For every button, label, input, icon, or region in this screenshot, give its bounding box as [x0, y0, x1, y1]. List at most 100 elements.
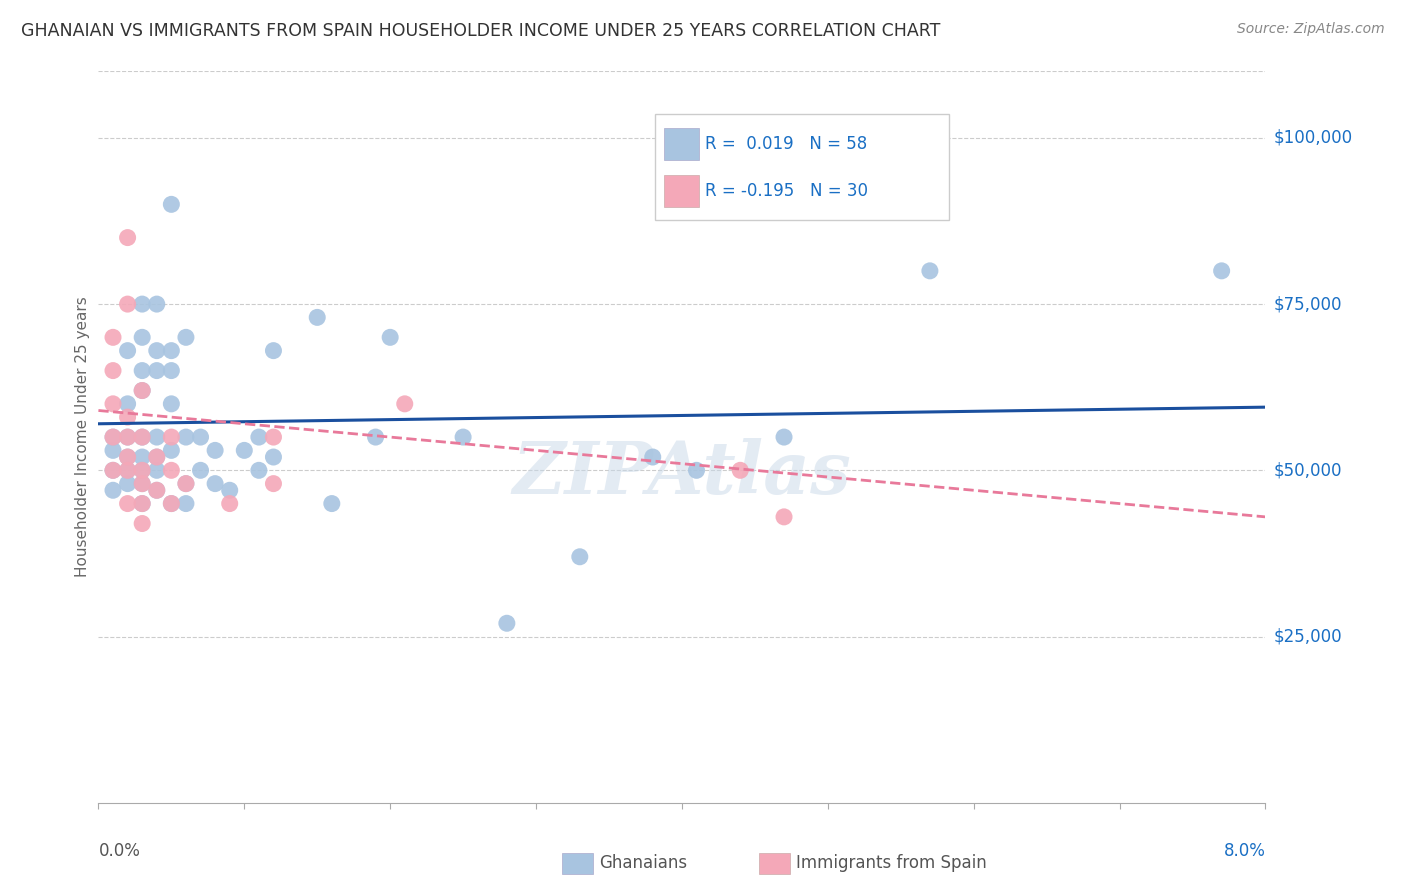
- Point: [131, 297, 153, 311]
- Point: [101, 363, 124, 377]
- Point: [730, 463, 752, 477]
- Point: [262, 476, 284, 491]
- Point: [380, 330, 402, 344]
- Point: [146, 450, 169, 464]
- Point: [262, 343, 284, 358]
- Point: [174, 476, 197, 491]
- Point: [160, 197, 183, 211]
- Point: [131, 384, 153, 398]
- Point: [131, 516, 153, 531]
- Text: $25,000: $25,000: [1274, 628, 1343, 646]
- Point: [160, 497, 183, 511]
- Point: [190, 430, 212, 444]
- Point: [117, 463, 139, 477]
- Point: [247, 430, 270, 444]
- Point: [101, 330, 124, 344]
- Point: [146, 297, 169, 311]
- Point: [131, 384, 153, 398]
- Point: [131, 476, 153, 491]
- Point: [174, 330, 197, 344]
- Point: [364, 430, 387, 444]
- Point: [131, 497, 153, 511]
- Point: [174, 430, 197, 444]
- Point: [131, 430, 153, 444]
- Text: R = -0.195   N = 30: R = -0.195 N = 30: [706, 182, 869, 200]
- Point: [131, 363, 153, 377]
- Text: $75,000: $75,000: [1274, 295, 1343, 313]
- Point: [568, 549, 591, 564]
- Point: [146, 430, 169, 444]
- Point: [101, 443, 124, 458]
- Point: [101, 430, 124, 444]
- Point: [160, 363, 183, 377]
- Point: [918, 264, 941, 278]
- Text: $50,000: $50,000: [1274, 461, 1343, 479]
- Point: [307, 310, 329, 325]
- Point: [117, 450, 139, 464]
- Point: [117, 430, 139, 444]
- Text: $100,000: $100,000: [1274, 128, 1353, 147]
- Point: [174, 476, 197, 491]
- Point: [117, 297, 139, 311]
- Point: [773, 430, 796, 444]
- Point: [146, 363, 169, 377]
- Point: [101, 430, 124, 444]
- Point: [204, 443, 226, 458]
- Point: [117, 230, 139, 244]
- Point: [160, 443, 183, 458]
- Point: [117, 497, 139, 511]
- Point: [218, 483, 240, 498]
- Point: [160, 430, 183, 444]
- Point: [117, 450, 139, 464]
- Point: [204, 476, 226, 491]
- Point: [496, 616, 519, 631]
- Point: [160, 343, 183, 358]
- Point: [451, 430, 474, 444]
- Text: 0.0%: 0.0%: [98, 842, 141, 860]
- Point: [101, 397, 124, 411]
- Point: [117, 463, 139, 477]
- Point: [117, 410, 139, 425]
- Point: [131, 476, 153, 491]
- Point: [262, 430, 284, 444]
- Point: [247, 463, 270, 477]
- Point: [101, 463, 124, 477]
- Y-axis label: Householder Income Under 25 years: Householder Income Under 25 years: [75, 297, 90, 577]
- Point: [117, 343, 139, 358]
- Point: [101, 463, 124, 477]
- Point: [117, 430, 139, 444]
- Point: [160, 463, 183, 477]
- Point: [101, 483, 124, 498]
- Text: GHANAIAN VS IMMIGRANTS FROM SPAIN HOUSEHOLDER INCOME UNDER 25 YEARS CORRELATION : GHANAIAN VS IMMIGRANTS FROM SPAIN HOUSEH…: [21, 22, 941, 40]
- Point: [146, 483, 169, 498]
- Point: [262, 450, 284, 464]
- Point: [174, 497, 197, 511]
- Point: [146, 343, 169, 358]
- Point: [131, 497, 153, 511]
- Point: [394, 397, 416, 411]
- Text: Source: ZipAtlas.com: Source: ZipAtlas.com: [1237, 22, 1385, 37]
- Point: [160, 397, 183, 411]
- Point: [146, 463, 169, 477]
- Point: [773, 509, 796, 524]
- Point: [131, 463, 153, 477]
- Point: [160, 497, 183, 511]
- Point: [321, 497, 343, 511]
- Text: ZIPAtlas: ZIPAtlas: [513, 438, 851, 509]
- Text: R =  0.019   N = 58: R = 0.019 N = 58: [706, 135, 868, 153]
- Point: [641, 450, 664, 464]
- Point: [233, 443, 256, 458]
- Point: [131, 450, 153, 464]
- Point: [190, 463, 212, 477]
- Text: 8.0%: 8.0%: [1223, 842, 1265, 860]
- Point: [218, 497, 240, 511]
- Point: [131, 330, 153, 344]
- Point: [117, 397, 139, 411]
- Point: [117, 476, 139, 491]
- Point: [685, 463, 707, 477]
- Point: [146, 483, 169, 498]
- Point: [131, 430, 153, 444]
- Point: [131, 463, 153, 477]
- Point: [146, 450, 169, 464]
- Text: Immigrants from Spain: Immigrants from Spain: [796, 855, 987, 872]
